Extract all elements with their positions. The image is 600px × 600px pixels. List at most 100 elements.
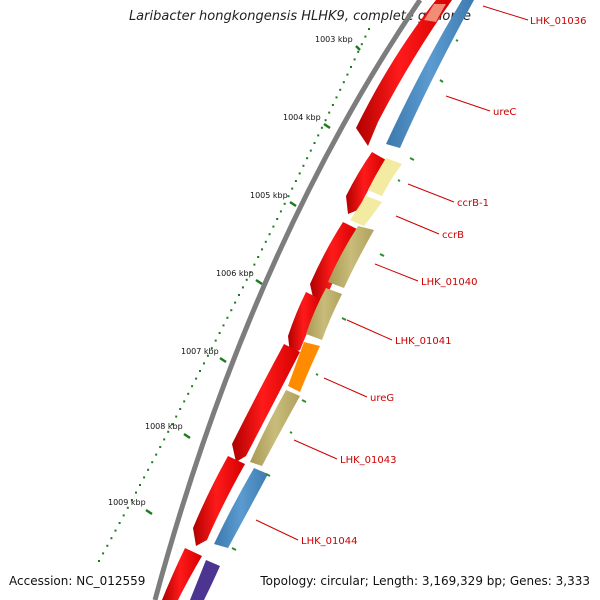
ruler-dot (249, 271, 252, 274)
ruler-dot (218, 332, 221, 334)
ruler-dot (195, 377, 198, 380)
ruler-dot (331, 104, 334, 106)
ruler-dot (357, 50, 360, 53)
ruler-dot (368, 28, 370, 30)
ruler-dot (328, 111, 331, 114)
cds-forward-2 (346, 152, 386, 214)
cds-forward-4 (288, 292, 322, 354)
gene-label-connector (346, 319, 393, 341)
gene-label-lhk_01044[interactable]: LHK_01044 (301, 536, 357, 547)
cds-reverse-orange (288, 342, 320, 392)
ruler-dot (234, 301, 237, 304)
gene-label-lhk_01036[interactable]: LHK_01036 (530, 16, 586, 27)
ruler-dot (118, 522, 121, 524)
gene-label-lhk_01040[interactable]: LHK_01040 (421, 277, 477, 288)
ruler-dot (342, 81, 345, 84)
ruler-dot (364, 35, 367, 38)
ruler-dot (253, 263, 256, 266)
ruler-dot (187, 392, 190, 395)
gene-label-connector (255, 519, 299, 541)
gene-label-connector (482, 5, 529, 21)
ruler-dot (167, 430, 170, 433)
ruler-dot (346, 73, 349, 76)
ruler-dot (191, 385, 194, 388)
cds-reverse-yellow-2 (350, 196, 382, 226)
ruler-dot (291, 187, 294, 190)
ruler-dot (214, 339, 217, 342)
gene-label-ccrb[interactable]: ccrB (442, 230, 464, 241)
ruler-dot (163, 438, 166, 441)
ruler-dot (324, 119, 327, 122)
ruler-dot (106, 544, 109, 547)
gene-label-connector (293, 439, 338, 460)
gene-label-connector (407, 183, 455, 203)
ruler-major-tick (219, 356, 227, 364)
ruler-dot (298, 172, 301, 175)
backbone-ring (152, 0, 423, 600)
gene-label-ureg[interactable]: ureG (370, 393, 394, 404)
ruler-dot (126, 506, 129, 509)
ruler-major-tick (355, 45, 361, 51)
ruler-dot (241, 286, 244, 289)
ruler-dot (139, 484, 141, 486)
ruler-dot (245, 278, 248, 281)
gene-label-urec[interactable]: ureC (493, 107, 516, 118)
gene-label-lhk_01043[interactable]: LHK_01043 (340, 455, 396, 466)
ruler-dot (306, 157, 309, 160)
ruler-dot (268, 233, 271, 236)
ruler-dot (206, 354, 209, 357)
ruler-dot (230, 309, 233, 312)
ruler-dot (353, 58, 356, 61)
ruler-tick-label: 1003 kbp (315, 35, 353, 44)
ruler-dot (264, 240, 267, 243)
cds-reverse-yellow-1 (368, 158, 402, 196)
ruler-dot (130, 499, 133, 502)
cds-forward-3 (310, 222, 359, 302)
ruler-dot (159, 446, 162, 448)
ruler-dot (203, 362, 205, 365)
cds-reverse-olive-1 (328, 226, 374, 288)
gene-labels: LHK_01036 ureC ccrB-1 ccrB LHK_01040 LHK_0104… (255, 5, 586, 547)
ruler-dot (179, 408, 182, 410)
ruler-dot (98, 560, 100, 562)
ruler-dot (175, 415, 178, 418)
cds-reverse-blue-top (386, 0, 474, 148)
cds-reverse-blue-bottom (214, 468, 268, 548)
genome-summary: Topology: circular; Length: 3,169,329 bp… (260, 574, 590, 588)
ruler-dot (238, 294, 240, 296)
ruler-dot (110, 537, 113, 540)
cds-forward-1 (356, 0, 452, 146)
accession-text: Accession: NC_012559 (9, 574, 146, 588)
ruler-dot (199, 370, 201, 372)
inner-green-ticks (231, 39, 459, 551)
gene-label-ccrb-1[interactable]: ccrB-1 (457, 198, 489, 209)
ruler-tick-label: 1009 kbp (108, 498, 146, 507)
cds-reverse-olive-2 (306, 288, 342, 340)
gene-label-lhk_01041[interactable]: LHK_01041 (395, 336, 451, 347)
reverse-strand (190, 0, 474, 600)
ruler-dot (317, 134, 320, 137)
ruler-dot (339, 88, 342, 91)
ruler-dot (257, 256, 260, 258)
ruler-dot (360, 43, 363, 46)
gene-label-connector (445, 95, 491, 112)
ruler-major-tick (183, 432, 191, 440)
ruler-dot (309, 149, 312, 152)
map-title: Laribacter hongkongensis HLHK9, complete… (128, 9, 472, 24)
ruler-major-tick (289, 200, 297, 208)
forward-strand (162, 0, 452, 600)
ruler-dot (302, 164, 305, 167)
ruler-tick-label: 1006 kbp (216, 269, 254, 278)
ruler-major-tick (323, 122, 331, 130)
gene-label-connector (395, 215, 440, 235)
cds-forward-6 (193, 456, 245, 546)
cds-forward-5 (232, 344, 300, 462)
ruler-dot (102, 552, 105, 555)
ruler-dot (151, 461, 154, 464)
ruler-dot (294, 180, 297, 182)
ruler-dot (171, 423, 174, 426)
ruler-dot (183, 400, 186, 403)
ruler-dot (114, 529, 117, 532)
gene-label-connector (323, 377, 368, 398)
ruler-tick-label: 1005 kbp (250, 191, 288, 200)
